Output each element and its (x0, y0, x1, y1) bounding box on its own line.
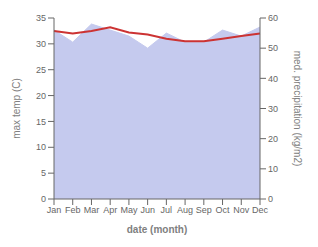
svg-text:Feb: Feb (65, 205, 81, 215)
svg-text:max temp (C): max temp (C) (11, 78, 22, 139)
svg-text:40: 40 (268, 74, 278, 84)
svg-text:Apr: Apr (103, 205, 117, 215)
svg-text:30: 30 (268, 104, 278, 114)
svg-text:20: 20 (268, 134, 278, 144)
svg-text:med. precipitation (kg/m2): med. precipitation (kg/m2) (292, 51, 303, 167)
svg-text:25: 25 (36, 65, 46, 75)
svg-text:0: 0 (41, 194, 46, 204)
svg-text:15: 15 (36, 117, 46, 127)
svg-text:10: 10 (268, 164, 278, 174)
svg-text:60: 60 (268, 13, 278, 23)
svg-text:Sep: Sep (196, 205, 212, 215)
svg-text:Mar: Mar (84, 205, 100, 215)
svg-text:30: 30 (36, 39, 46, 49)
svg-text:Jun: Jun (140, 205, 155, 215)
svg-text:date (month): date (month) (127, 224, 188, 235)
svg-text:May: May (120, 205, 138, 215)
svg-text:Jan: Jan (47, 205, 62, 215)
svg-text:Jul: Jul (161, 205, 173, 215)
svg-text:50: 50 (268, 43, 278, 53)
svg-text:35: 35 (36, 13, 46, 23)
svg-text:Aug: Aug (177, 205, 193, 215)
svg-text:20: 20 (36, 91, 46, 101)
svg-text:Dec: Dec (252, 205, 269, 215)
svg-text:0: 0 (268, 194, 273, 204)
svg-text:10: 10 (36, 142, 46, 152)
svg-text:Oct: Oct (216, 205, 231, 215)
svg-text:Nov: Nov (233, 205, 250, 215)
svg-text:5: 5 (41, 168, 46, 178)
